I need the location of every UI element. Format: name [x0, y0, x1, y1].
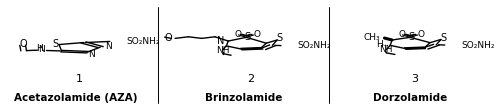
Text: S: S: [52, 39, 59, 49]
Text: Acetazolamide (AZA): Acetazolamide (AZA): [14, 93, 137, 103]
Text: NH: NH: [378, 45, 392, 54]
Text: S: S: [244, 32, 251, 42]
Text: CH₃: CH₃: [364, 33, 380, 42]
Text: O: O: [20, 38, 27, 49]
Text: 3: 3: [412, 74, 418, 84]
Text: N: N: [88, 50, 94, 59]
Text: H: H: [376, 40, 383, 49]
Text: 1: 1: [76, 74, 82, 84]
Text: O: O: [164, 33, 172, 43]
Text: O: O: [234, 30, 242, 39]
Text: 2: 2: [248, 74, 254, 84]
Text: O: O: [253, 30, 260, 39]
Text: Brinzolamide: Brinzolamide: [205, 93, 282, 103]
Text: N: N: [38, 45, 45, 54]
Text: SO₂NH₂: SO₂NH₂: [461, 41, 494, 50]
Text: N: N: [106, 42, 112, 51]
Text: S: S: [408, 32, 414, 42]
Text: Dorzolamide: Dorzolamide: [373, 93, 447, 103]
Text: S: S: [440, 33, 446, 43]
Text: O: O: [417, 30, 424, 39]
Text: SO₂NH₂: SO₂NH₂: [297, 41, 330, 50]
Text: SO₂NH₂: SO₂NH₂: [126, 37, 160, 46]
Text: H: H: [36, 44, 43, 53]
Text: O: O: [398, 30, 405, 39]
Text: NH: NH: [216, 46, 230, 55]
Text: N: N: [218, 36, 225, 46]
Text: S: S: [276, 33, 282, 43]
